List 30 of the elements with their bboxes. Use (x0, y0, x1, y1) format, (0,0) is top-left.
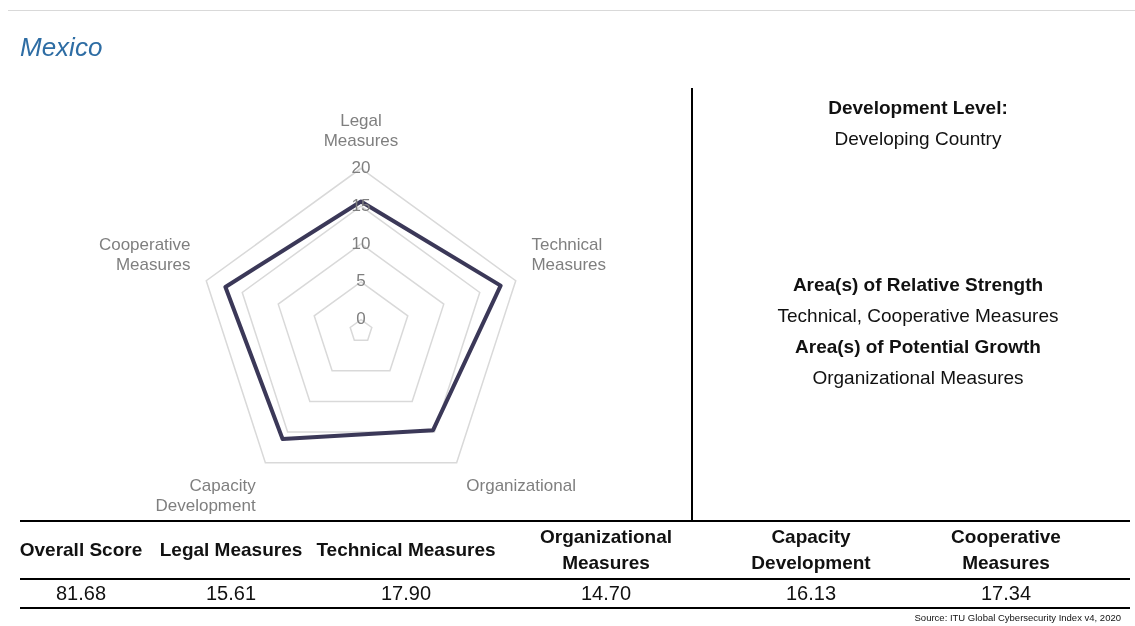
text: Developing Country (833, 127, 1003, 151)
text: 15.61 (205, 582, 257, 604)
spoke-label: Technical Measures (531, 234, 607, 275)
text: Organizational Measures (539, 525, 673, 575)
text: 14.70 (580, 582, 632, 604)
text: Area(s) of Potential Growth (794, 335, 1042, 359)
spoke-label: Cooperative Measures (98, 234, 191, 275)
text: 16.13 (785, 582, 837, 604)
text: Capacity Development (750, 525, 872, 575)
text: Overall Score (18, 538, 144, 562)
text: Development Level: (827, 96, 1009, 120)
text: Technical Measures (316, 538, 496, 562)
chart-title: Mexico (20, 32, 103, 63)
source-note: Source: ITU Global Cybersecurity Index v4, 2020 (914, 612, 1121, 623)
y-tick-label: 0 (356, 309, 366, 329)
text: 17.34 (980, 582, 1032, 604)
text: Organizational Measures (811, 366, 1025, 390)
spoke-label: Organizational (466, 475, 576, 495)
text: Legal Measures (158, 538, 304, 562)
text: 81.68 (54, 582, 108, 605)
spoke-label: Legal Measures (323, 110, 399, 151)
text: Cooperative Measures (950, 525, 1062, 575)
text: Technical, Cooperative Measures (776, 304, 1060, 328)
y-tick-label: 5 (356, 271, 366, 291)
y-tick-label: 10 (351, 233, 371, 253)
y-tick-label: 15 (351, 195, 371, 215)
text: 17.90 (380, 582, 432, 604)
y-tick-label: 20 (351, 157, 371, 177)
text: Area(s) of Relative Strength (791, 273, 1045, 297)
spoke-label: Capacity Development (155, 475, 257, 516)
